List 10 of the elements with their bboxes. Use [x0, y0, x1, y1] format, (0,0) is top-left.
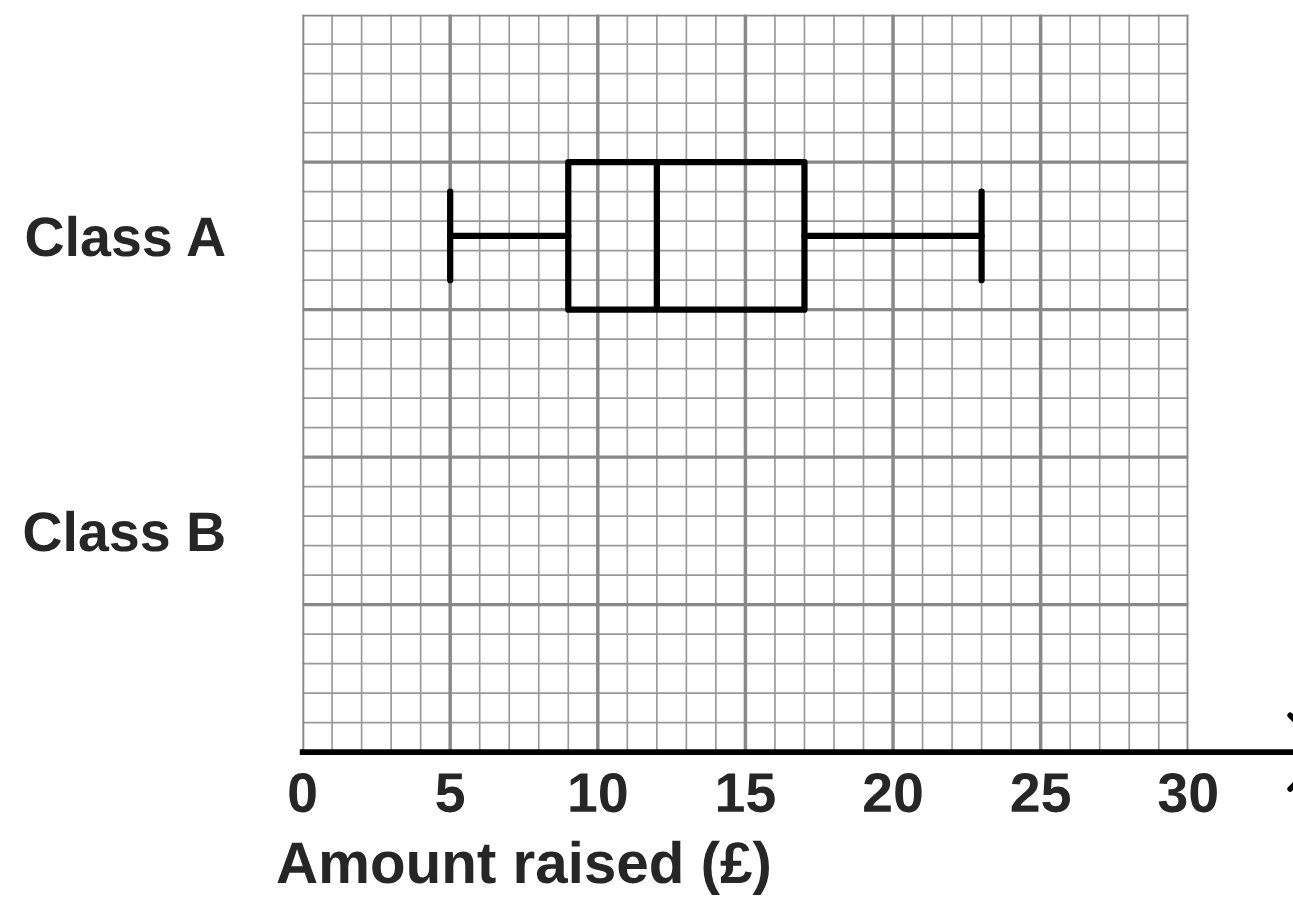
x-tick-label: 0: [289, 773, 316, 813]
x-tick-label: 25: [1011, 773, 1070, 813]
y-tick-label: Class A: [26, 215, 225, 257]
x-tick-label: 5: [436, 773, 465, 813]
x-tick-label: 30: [1158, 773, 1217, 813]
y-tick-label: Class B: [24, 510, 224, 552]
x-tick-label: 15: [718, 773, 775, 813]
x-tick-label: 10: [570, 773, 627, 813]
x-tick-label: 20: [864, 773, 922, 813]
x-axis-title: Amount raised (£): [277, 840, 769, 896]
